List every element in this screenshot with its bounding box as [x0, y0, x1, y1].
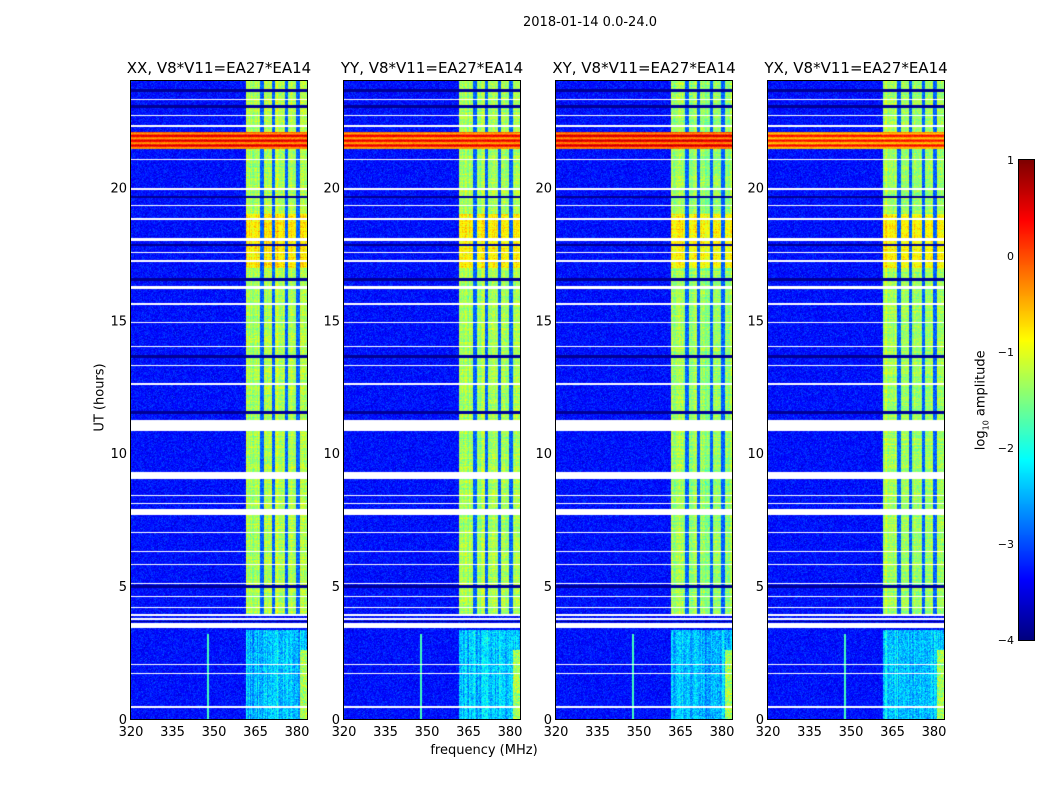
- x-tick-label: 365: [456, 725, 481, 740]
- x-tick-label: 335: [585, 725, 610, 740]
- panel-frame: [767, 80, 945, 720]
- colorbar-label: log10 amplitude: [973, 350, 991, 451]
- colorbar-tick-label: 0: [1007, 250, 1014, 263]
- y-tick-label: 20: [535, 181, 552, 196]
- panel-title: XX, V8*V11=EA27*EA14: [126, 59, 312, 77]
- y-tick-label: 5: [332, 580, 340, 595]
- x-tick-label: 365: [668, 725, 693, 740]
- y-axis-label: UT (hours): [92, 363, 108, 432]
- y-tick-label: 10: [535, 447, 552, 462]
- x-tick-label: 350: [202, 725, 227, 740]
- x-tick-label: 380: [710, 725, 735, 740]
- x-tick-label: 380: [498, 725, 523, 740]
- y-tick-label: 10: [747, 447, 764, 462]
- colorbar-tick-label: −3: [998, 538, 1014, 551]
- colorbar-tick-label: −2: [998, 442, 1014, 455]
- y-tick-label: 0: [332, 713, 340, 728]
- y-tick-label: 5: [756, 580, 764, 595]
- x-tick-label: 320: [119, 725, 144, 740]
- y-tick-label: 20: [323, 181, 340, 196]
- x-tick-label: 380: [922, 725, 947, 740]
- heatmap-xx: [131, 81, 307, 719]
- panel-frame: [343, 80, 521, 720]
- y-tick-label: 0: [544, 713, 552, 728]
- x-tick-label: 365: [243, 725, 268, 740]
- panel-title: YX, V8*V11=EA27*EA14: [764, 59, 948, 77]
- y-tick-label: 15: [535, 314, 552, 329]
- panel-title: XY, V8*V11=EA27*EA14: [552, 59, 736, 77]
- x-tick-label: 335: [160, 725, 185, 740]
- x-tick-label: 320: [544, 725, 569, 740]
- x-tick-label: 380: [285, 725, 310, 740]
- y-tick-label: 20: [747, 181, 764, 196]
- x-tick-label: 335: [373, 725, 398, 740]
- x-axis-label: frequency (MHz): [430, 743, 538, 758]
- heatmap-xy: [556, 81, 732, 719]
- x-tick-label: 350: [627, 725, 652, 740]
- y-tick-label: 10: [110, 447, 127, 462]
- colorbar-tick-label: 1: [1007, 154, 1014, 167]
- colorbar-tick-label: −1: [998, 346, 1014, 359]
- x-tick-label: 350: [415, 725, 440, 740]
- panel-title: YY, V8*V11=EA27*EA14: [340, 59, 524, 77]
- colorbar-tick-label: −4: [998, 634, 1014, 647]
- x-tick-label: 320: [332, 725, 357, 740]
- y-tick-label: 0: [119, 713, 127, 728]
- colorbar-frame: [1018, 159, 1035, 641]
- x-tick-label: 335: [797, 725, 822, 740]
- x-tick-label: 365: [880, 725, 905, 740]
- y-tick-label: 15: [323, 314, 340, 329]
- chart-title: 2018-01-14 0.0-24.0: [523, 15, 657, 30]
- colorbar: [1019, 160, 1034, 640]
- x-tick-label: 320: [756, 725, 781, 740]
- heatmap-yx: [768, 81, 944, 719]
- panel-frame: [130, 80, 308, 720]
- y-tick-label: 15: [110, 314, 127, 329]
- y-tick-label: 15: [747, 314, 764, 329]
- y-tick-label: 5: [544, 580, 552, 595]
- panel-frame: [555, 80, 733, 720]
- x-tick-label: 350: [839, 725, 864, 740]
- y-tick-label: 20: [110, 181, 127, 196]
- heatmap-yy: [344, 81, 520, 719]
- y-tick-label: 10: [323, 447, 340, 462]
- y-tick-label: 5: [119, 580, 127, 595]
- y-tick-label: 0: [756, 713, 764, 728]
